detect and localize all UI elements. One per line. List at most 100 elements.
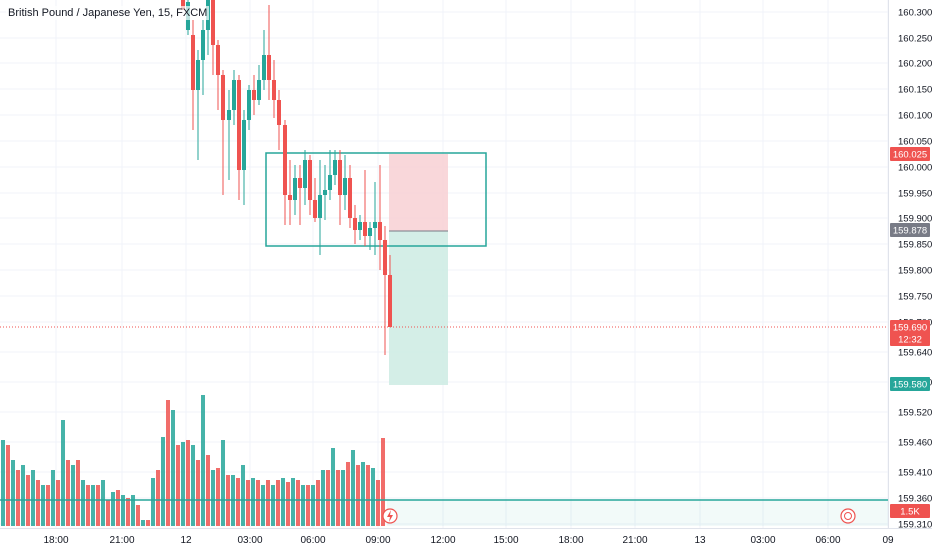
volume-bar bbox=[76, 460, 80, 526]
event-icon[interactable] bbox=[840, 508, 856, 524]
flash-icon[interactable] bbox=[382, 508, 398, 524]
volume-bar bbox=[121, 495, 125, 526]
candle bbox=[211, 0, 215, 75]
candle bbox=[368, 222, 372, 250]
current-price-label: 159.690 bbox=[890, 320, 930, 334]
time-axis-background[interactable] bbox=[0, 528, 932, 550]
volume-level-line[interactable] bbox=[0, 499, 888, 526]
candle bbox=[283, 120, 287, 225]
candle bbox=[252, 75, 256, 115]
price-axis-background[interactable] bbox=[889, 0, 932, 550]
volume-bar bbox=[371, 468, 375, 526]
volume-bar bbox=[316, 480, 320, 526]
price-tick-label: 159.410 bbox=[898, 468, 932, 479]
volume-bar bbox=[191, 445, 195, 526]
price-tick-label: 159.800 bbox=[898, 266, 932, 277]
candle bbox=[353, 205, 357, 244]
volume-bar bbox=[51, 470, 55, 526]
volume-bar bbox=[366, 465, 370, 526]
price-tick-label: 160.150 bbox=[898, 85, 932, 96]
time-axis[interactable]: 18:00 21:00 12 03:00 06:00 09:00 12:00 15:00 18:… bbox=[43, 535, 894, 546]
volume-bar bbox=[106, 500, 110, 526]
volume-bar bbox=[346, 462, 350, 526]
price-tick-label: 159.310 bbox=[898, 520, 932, 531]
price-tick-label: 159.850 bbox=[898, 240, 932, 251]
volume-bar bbox=[11, 460, 15, 526]
volume-bar bbox=[136, 505, 140, 526]
volume-bar bbox=[86, 485, 90, 526]
candle bbox=[181, 0, 185, 10]
time-tick-label: 09:00 bbox=[365, 535, 390, 546]
volume-bar bbox=[196, 460, 200, 526]
volume-bar bbox=[16, 470, 20, 526]
volume-bar bbox=[131, 495, 135, 526]
time-tick-label: 21:00 bbox=[109, 535, 134, 546]
volume-bar bbox=[291, 478, 295, 526]
candle bbox=[333, 150, 337, 185]
candle bbox=[227, 90, 231, 180]
candle bbox=[201, 20, 205, 95]
volume-bar bbox=[361, 462, 365, 526]
volume-bar bbox=[201, 395, 205, 526]
time-tick-label: 06:00 bbox=[815, 535, 840, 546]
volume-bar bbox=[186, 440, 190, 526]
volume-bar bbox=[321, 470, 325, 526]
volume-bar bbox=[6, 445, 10, 526]
price-tick-label: 160.200 bbox=[898, 59, 932, 70]
time-tick-label: 12:00 bbox=[430, 535, 455, 546]
candle bbox=[196, 50, 200, 160]
candle bbox=[262, 30, 266, 90]
volume-bar bbox=[271, 485, 275, 526]
stop-loss-zone[interactable] bbox=[389, 154, 448, 231]
volume-bar bbox=[31, 470, 35, 526]
volume-bar bbox=[256, 480, 260, 526]
time-tick-label: 13 bbox=[694, 535, 706, 546]
candle bbox=[277, 90, 281, 150]
price-tick-label: 159.360 bbox=[898, 494, 932, 505]
candle bbox=[272, 60, 276, 118]
volume-bar bbox=[211, 470, 215, 526]
volume-bar bbox=[91, 485, 95, 526]
volume-bar bbox=[301, 485, 305, 526]
volume-level-label: 1.5K bbox=[890, 504, 930, 518]
price-tick-label: 159.900 bbox=[898, 214, 932, 225]
volume-bar bbox=[36, 480, 40, 526]
candle bbox=[328, 150, 332, 200]
volume-bar bbox=[351, 450, 355, 526]
svg-text:159.878: 159.878 bbox=[893, 226, 927, 237]
candle bbox=[308, 155, 312, 215]
volume-bar bbox=[116, 490, 120, 526]
candlesticks bbox=[181, 0, 392, 355]
candle bbox=[358, 215, 362, 240]
target-level-label: 159.580 bbox=[890, 377, 930, 391]
candle bbox=[257, 65, 261, 105]
volume-bar bbox=[326, 470, 330, 526]
volume-bar bbox=[331, 448, 335, 526]
svg-text:159.580: 159.580 bbox=[893, 380, 927, 391]
volume-bar bbox=[66, 460, 70, 526]
time-tick-label: 18:00 bbox=[43, 535, 68, 546]
price-tick-label: 160.050 bbox=[898, 137, 932, 148]
candle bbox=[237, 75, 241, 200]
volume-bar bbox=[56, 480, 60, 526]
symbol-title[interactable]: British Pound / Japanese Yen, 15, FXCM bbox=[6, 6, 210, 20]
candle bbox=[313, 178, 317, 222]
candle bbox=[318, 160, 322, 255]
candle bbox=[388, 255, 392, 327]
time-tick-label: 06:00 bbox=[300, 535, 325, 546]
countdown-label: 12:32 bbox=[890, 332, 930, 346]
range-rectangle[interactable] bbox=[265, 152, 487, 247]
candle bbox=[348, 165, 352, 228]
candle bbox=[288, 160, 292, 225]
candle bbox=[232, 70, 236, 125]
entry-level-label: 159.878 bbox=[890, 223, 930, 237]
volume-bar bbox=[241, 465, 245, 526]
volume-bar bbox=[236, 478, 240, 526]
volume-bar bbox=[261, 485, 265, 526]
position-tool[interactable] bbox=[389, 154, 448, 385]
volume-bar bbox=[41, 485, 45, 526]
take-profit-zone[interactable] bbox=[389, 231, 448, 385]
